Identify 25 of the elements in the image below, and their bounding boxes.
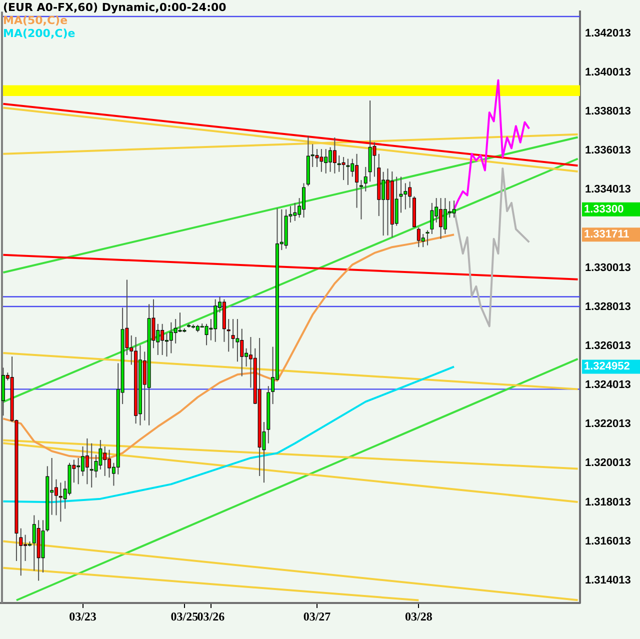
- y-tick-label: 1.318013: [585, 496, 631, 508]
- text: 1.331711: [584, 228, 630, 241]
- x-tick-label: 03/27: [303, 609, 331, 624]
- y-tick-label: 1.322013: [585, 418, 631, 430]
- y-tick-label: 1.326013: [585, 340, 631, 352]
- chart-title: (EUR A0-FX,60) Dynamic,0:00-24:00: [3, 1, 226, 14]
- x-tick-label: 03/25: [170, 609, 198, 624]
- y-tick-label: 1.316013: [585, 535, 631, 548]
- y-tick-label: 1.338013: [585, 105, 631, 118]
- text: 1.324952: [584, 360, 630, 373]
- text: MA(200,C)e: [3, 27, 76, 40]
- y-tick-label: 1.324013: [585, 379, 631, 392]
- y-tick-label: 1.330013: [585, 262, 631, 274]
- y-tick-label: 1.334013: [585, 184, 631, 196]
- y-tick-label: 1.328013: [585, 300, 631, 313]
- y-tick-label: 1.320013: [585, 457, 631, 470]
- y-tick-label: 1.336013: [585, 144, 631, 157]
- x-tick-label: 03/23: [69, 609, 96, 624]
- x-tick-label: 03/28: [405, 609, 432, 624]
- text: MA(50,C)e: [3, 14, 69, 27]
- y-tick-label: 1.342013: [585, 27, 631, 40]
- text: 1.33300: [584, 203, 624, 216]
- x-tick-label: 03/26: [197, 609, 225, 624]
- y-tick-label: 1.314013: [585, 574, 631, 586]
- y-tick-label: 1.340013: [585, 66, 631, 78]
